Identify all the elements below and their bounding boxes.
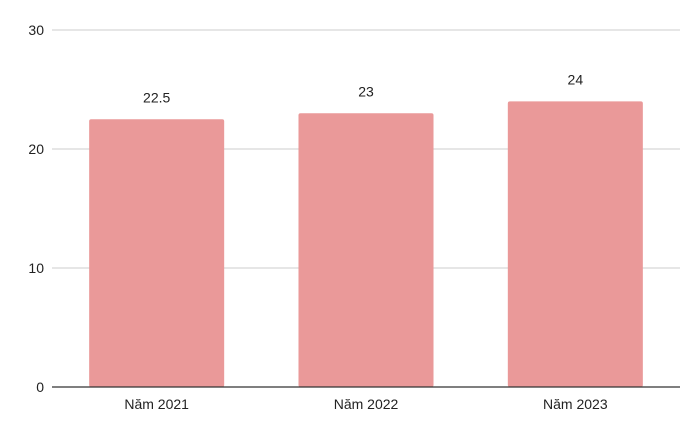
x-tick-label: Năm 2022 xyxy=(334,396,399,412)
x-tick-label: Năm 2021 xyxy=(124,396,189,412)
data-label: 22.5 xyxy=(143,89,170,105)
data-label: 23 xyxy=(358,83,374,99)
y-tick-label: 30 xyxy=(28,22,44,38)
bars xyxy=(89,101,643,388)
y-tick-label: 0 xyxy=(36,379,44,395)
x-tick-label: Năm 2023 xyxy=(543,396,608,412)
labels: 0 10 20 30 22.5 Năm 2021 23 Năm 2022 24 Năm 2023 xyxy=(28,22,607,412)
y-tick-label: 10 xyxy=(28,260,44,276)
bar xyxy=(298,113,434,388)
data-label: 24 xyxy=(568,71,584,87)
bar xyxy=(507,101,643,388)
bar xyxy=(89,119,225,387)
y-tick-label: 20 xyxy=(28,141,44,157)
